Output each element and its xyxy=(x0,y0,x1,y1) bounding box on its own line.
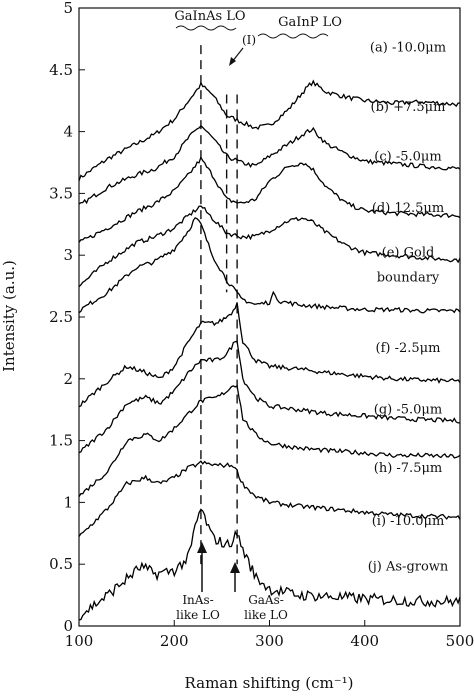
spectrum-label: boundary xyxy=(377,270,440,285)
spectrum-label: (c) -5.0μm xyxy=(374,149,441,164)
spectra-labels: (a) -10.0μm (b) +7.5μm (c) -5.0μm (d) 12.5μ… xyxy=(368,41,449,575)
y-tick-label: 1 xyxy=(63,493,73,511)
annotations: GaInAs LO (I) GaInP LO InAs- like LO GaA… xyxy=(174,9,341,622)
annotation-gainas-lo: GaInAs LO xyxy=(174,9,245,24)
spectrum-label: (a) -10.0μm xyxy=(370,41,446,56)
arrow-gaas-head xyxy=(230,562,240,573)
x-tick-label: 400 xyxy=(350,632,379,650)
spectrum-label: (h) -7.5μm xyxy=(374,461,443,476)
spectra-curves xyxy=(78,79,461,621)
spectrum-line xyxy=(78,124,461,205)
annotation-i-arrowhead xyxy=(229,57,236,66)
annotation-wave-left xyxy=(175,25,237,31)
spectrum-label: (f) -2.5μm xyxy=(376,341,441,356)
spectrum-line xyxy=(78,216,461,314)
annotation-inas-like-1: InAs- xyxy=(182,593,213,607)
y-tick-label: 4.5 xyxy=(49,61,73,79)
y-tick-label: 5 xyxy=(63,0,73,17)
y-tick-label: 1.5 xyxy=(49,432,73,450)
y-tick-label: 0.5 xyxy=(49,555,73,573)
spectrum-line xyxy=(78,79,461,182)
x-tick-label: 300 xyxy=(255,632,284,650)
y-tick-label: 2.5 xyxy=(49,308,73,326)
reference-lines xyxy=(200,45,238,565)
annotation-gainp-lo: GaInP LO xyxy=(278,15,342,30)
spectrum-line xyxy=(78,384,461,498)
annotation-gaas-like-1: GaAs- xyxy=(248,593,284,607)
spectrum-label: (i) -10.0μm xyxy=(372,514,445,529)
y-axis-title: Intensity (a.u.) xyxy=(0,260,18,372)
y-tick-label: 0 xyxy=(63,617,73,635)
spectrum-line xyxy=(78,460,461,537)
x-axis-title: Raman shifting (cm⁻¹) xyxy=(185,674,354,692)
spectrum-label: (b) +7.5μm xyxy=(371,100,446,115)
y-axis-ticks: 0 0.5 1 1.5 2 2.5 3 3.5 4 4.5 5 xyxy=(49,0,85,635)
spectrum-label: (e) Gold xyxy=(382,246,435,261)
x-tick-label: 100 xyxy=(65,632,94,650)
spectrum-line xyxy=(78,508,461,621)
spectrum-label: (g) -5.0μm xyxy=(374,403,442,418)
spectrum-label: (d) 12.5μm xyxy=(372,201,444,216)
arrow-inas-head xyxy=(197,542,207,553)
y-tick-label: 2 xyxy=(63,370,73,388)
x-axis-ticks: 100 200 300 400 500 xyxy=(65,620,474,650)
annotation-wave-right xyxy=(257,33,329,39)
y-tick-label: 4 xyxy=(63,123,73,141)
spectrum-line xyxy=(78,155,461,243)
annotation-gaas-like-2: like LO xyxy=(244,608,288,622)
y-tick-label: 3 xyxy=(63,246,73,264)
spectrum-line xyxy=(78,302,461,408)
spectrum-label: (j) As-grown xyxy=(368,560,449,575)
x-tick-label: 500 xyxy=(446,632,474,650)
annotation-inas-like-2: like LO xyxy=(176,608,220,622)
annotation-i: (I) xyxy=(242,33,256,47)
spectrum-line xyxy=(78,205,461,288)
y-tick-label: 3.5 xyxy=(49,184,73,202)
spectrum-line xyxy=(78,340,461,454)
x-tick-label: 200 xyxy=(160,632,189,650)
